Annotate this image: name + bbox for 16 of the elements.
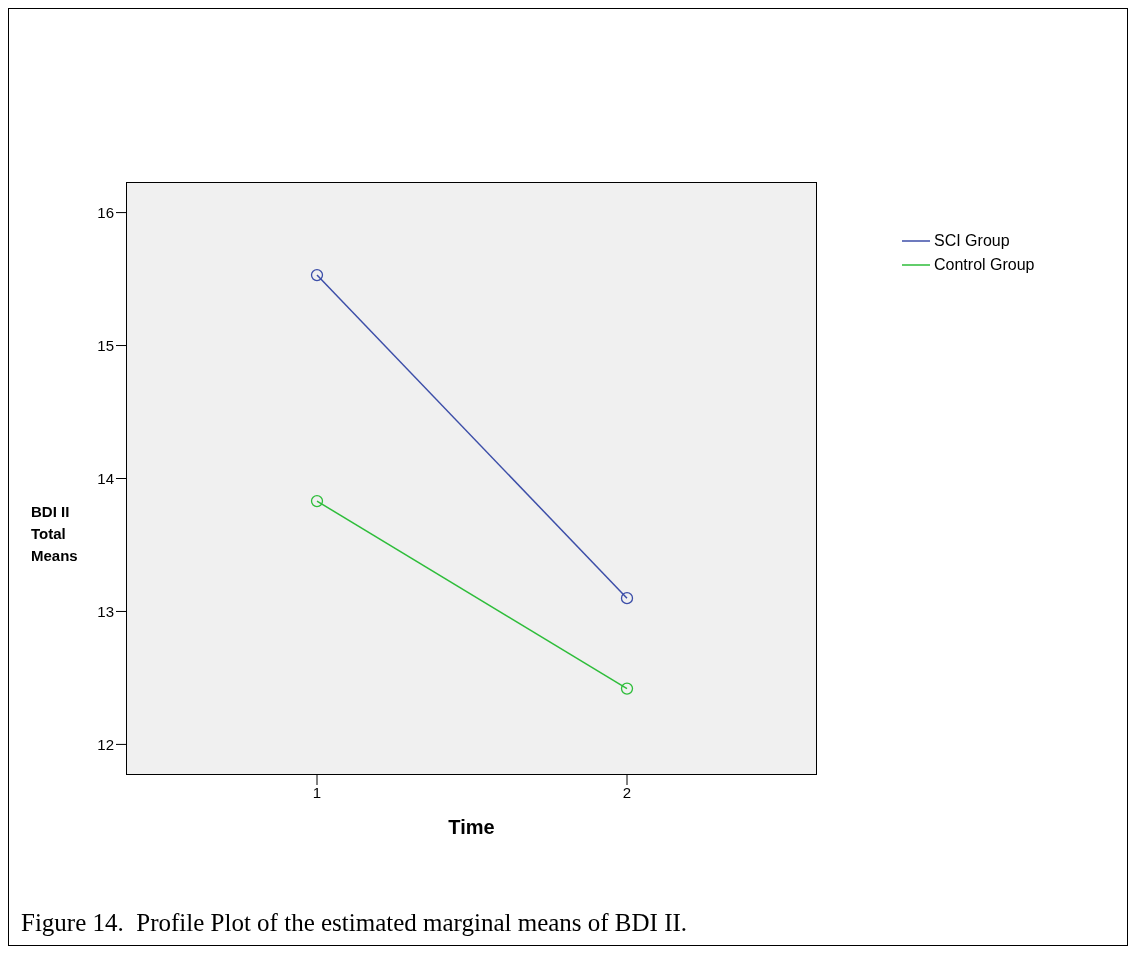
x-tick-label: 1 bbox=[312, 783, 322, 801]
x-axis-title: Time bbox=[447, 816, 496, 839]
y-tick-label: 14 bbox=[97, 469, 114, 487]
point bbox=[310, 494, 324, 508]
caption: Figure 14. Profile Plot of the estimated marginal means of BDI II. bbox=[21, 909, 688, 937]
legend-label: Control Group bbox=[934, 256, 1035, 274]
legend-label: SCI Group bbox=[934, 232, 1010, 250]
y-tick-label: 15 bbox=[97, 336, 114, 354]
y-axis-title: BDI II Total Means bbox=[31, 502, 79, 566]
y-tick-label: 16 bbox=[97, 203, 114, 221]
point bbox=[620, 682, 634, 695]
x-tick-label: 2 bbox=[622, 783, 632, 801]
y-tick-label: 13 bbox=[97, 602, 114, 620]
point bbox=[310, 268, 324, 282]
y-tick-label: 12 bbox=[97, 735, 114, 753]
point bbox=[620, 592, 634, 605]
